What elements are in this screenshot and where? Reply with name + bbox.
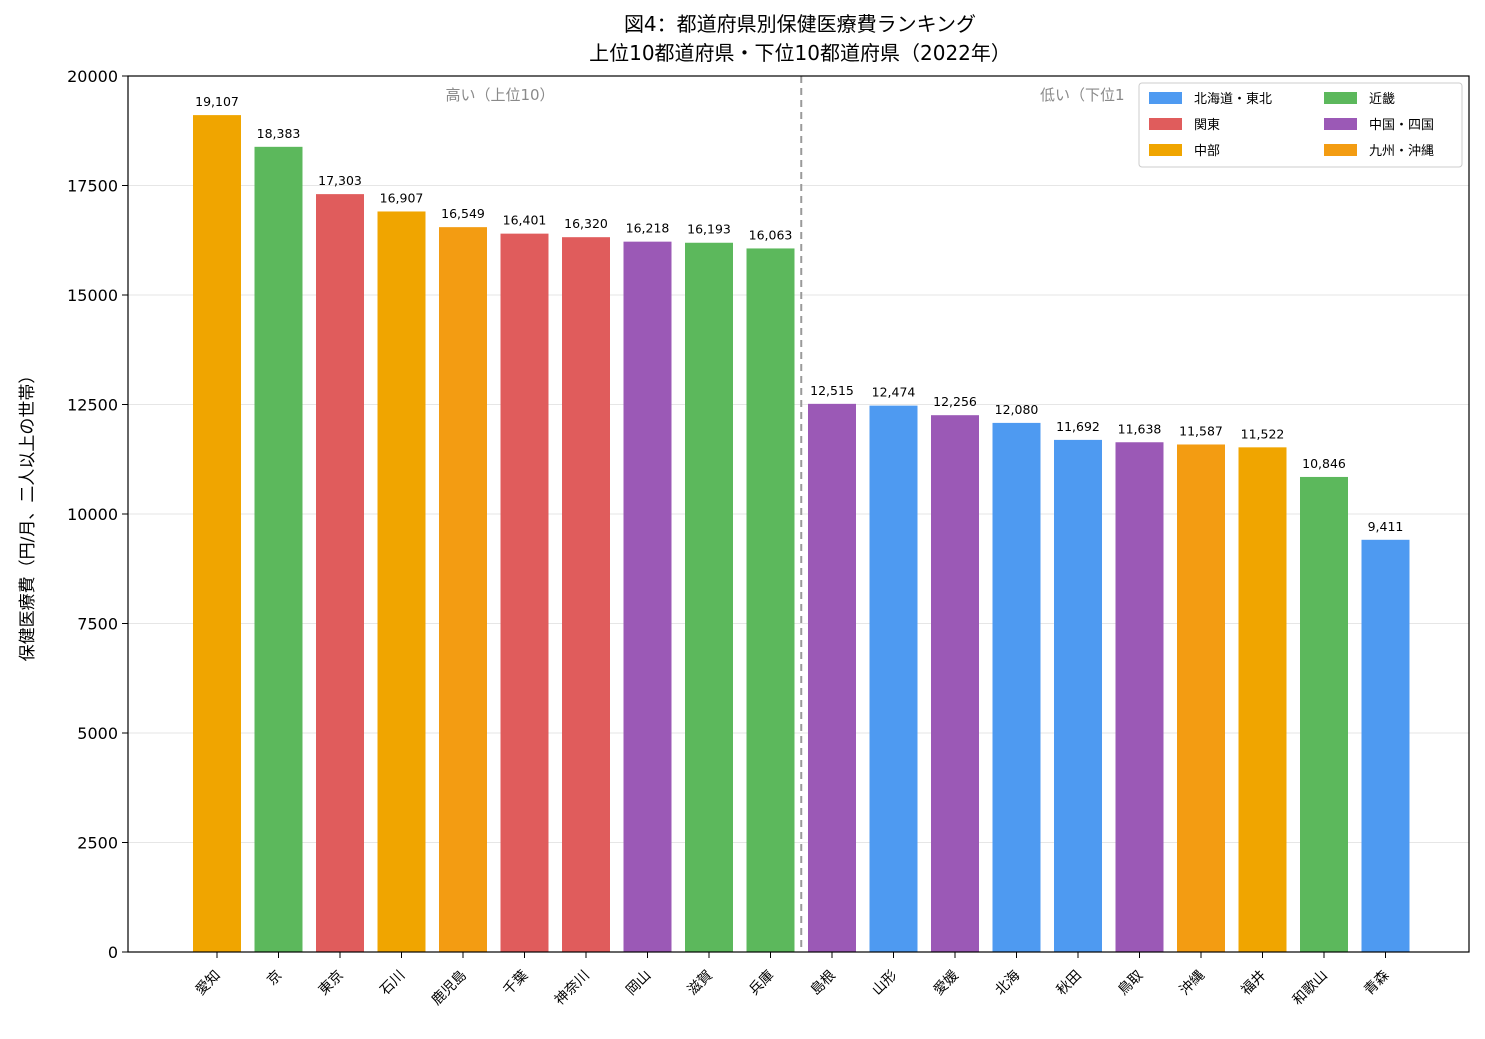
value-label: 11,692 (1056, 419, 1100, 434)
value-label: 12,474 (872, 385, 916, 400)
y-tick-label: 15000 (67, 286, 118, 305)
bar (316, 194, 364, 952)
category-label: 秋田 (1054, 968, 1085, 999)
legend-label: 関東 (1194, 117, 1220, 133)
value-label: 12,515 (810, 383, 854, 398)
legend-swatch (1324, 144, 1357, 156)
category-label: 山形 (869, 968, 900, 999)
category-label: 石川 (377, 968, 408, 999)
legend-label: 中国・四国 (1369, 118, 1434, 133)
legend-box (1138, 82, 1463, 168)
bar (1361, 539, 1410, 952)
category-label: 兵庫 (746, 967, 778, 999)
section-label-bottom: 低い（下位1 (1040, 86, 1125, 104)
category-label: 神奈川 (552, 968, 593, 1009)
value-label: 16,907 (380, 190, 424, 205)
value-labels-layer: 19,107 18,383 17,303 16,907 16,549 16,401 16,3… (195, 94, 1403, 534)
y-tick-label: 0 (108, 943, 118, 962)
value-label: 12,256 (933, 394, 977, 409)
y-axis-label: 保健医療費（円/月、二人以上の世帯） (18, 367, 38, 662)
category-label: 岡山 (623, 968, 654, 999)
value-label: 16,320 (564, 216, 608, 231)
category-label: 滋賀 (685, 968, 716, 999)
value-label: 16,193 (687, 222, 731, 237)
y-tick-label: 20000 (67, 67, 118, 86)
legend-swatch (1324, 118, 1357, 130)
value-label: 10,846 (1302, 456, 1346, 471)
y-tick-label: 5000 (77, 724, 118, 743)
category-label: 北海 (992, 968, 1023, 999)
bars-layer (193, 115, 1410, 953)
value-label: 18,383 (257, 126, 301, 141)
value-label: 9,411 (1368, 519, 1404, 534)
legend-label: 近畿 (1369, 92, 1395, 107)
bar (254, 146, 303, 953)
category-label: 福井 (1238, 968, 1269, 999)
value-label: 16,401 (503, 213, 547, 228)
bar (869, 405, 918, 952)
bar (439, 227, 487, 952)
value-label: 19,107 (195, 94, 239, 109)
bar (685, 242, 733, 953)
category-label: 京 (264, 968, 285, 989)
y-tick-label: 10000 (67, 505, 118, 524)
category-label: 愛知 (192, 967, 224, 999)
category-label: 千葉 (500, 968, 531, 999)
bar (931, 415, 979, 952)
bar (377, 211, 426, 953)
bar (1300, 476, 1348, 952)
value-label: 11,638 (1118, 421, 1162, 436)
category-label: 東京 (316, 968, 347, 999)
category-label: 青森 (1361, 968, 1392, 999)
section-label-top: 高い（上位10） (445, 86, 554, 104)
y-tick-label: 17500 (67, 177, 118, 196)
legend-swatch (1149, 118, 1182, 130)
value-label: 11,587 (1179, 423, 1223, 438)
category-label: 沖縄 (1177, 968, 1208, 999)
y-tick-label: 2500 (77, 834, 118, 853)
y-tick-label: 12500 (67, 396, 118, 415)
legend-swatch (1149, 144, 1182, 156)
legend-label: 九州・沖縄 (1369, 144, 1434, 159)
legend-label: 中部 (1194, 144, 1220, 159)
value-label: 16,549 (441, 206, 485, 221)
bar (1115, 442, 1164, 952)
bar (1054, 439, 1102, 953)
bar (193, 115, 241, 952)
bar (746, 248, 795, 952)
value-label: 12,080 (995, 402, 1039, 417)
legend-swatch (1324, 92, 1357, 104)
bar (992, 422, 1041, 952)
category-label: 鳥取 (1115, 968, 1146, 999)
value-label: 17,303 (318, 173, 362, 188)
bar (562, 237, 610, 952)
chart-title: 図4：都道府県別保健医療費ランキング (624, 12, 976, 36)
category-label: 鹿児島 (428, 967, 470, 1009)
category-label: 島根 (808, 968, 839, 999)
bar (500, 233, 549, 952)
plot-frame (127, 75, 1470, 953)
bar (623, 241, 672, 952)
bar (1238, 447, 1287, 952)
bar (1177, 444, 1225, 952)
legend-label: 北海道・東北 (1194, 91, 1272, 107)
chart-subtitle: 上位10都道府県・下位10都道府県（2022年） (589, 41, 1011, 65)
value-label: 11,522 (1241, 426, 1285, 441)
legend-swatch (1149, 92, 1182, 104)
y-tick-label: 7500 (77, 615, 118, 634)
value-label: 16,218 (626, 221, 670, 236)
bar (808, 403, 856, 952)
category-label: 愛媛 (931, 968, 962, 999)
category-label: 和歌山 (1290, 968, 1331, 1009)
value-label: 16,063 (749, 227, 793, 242)
